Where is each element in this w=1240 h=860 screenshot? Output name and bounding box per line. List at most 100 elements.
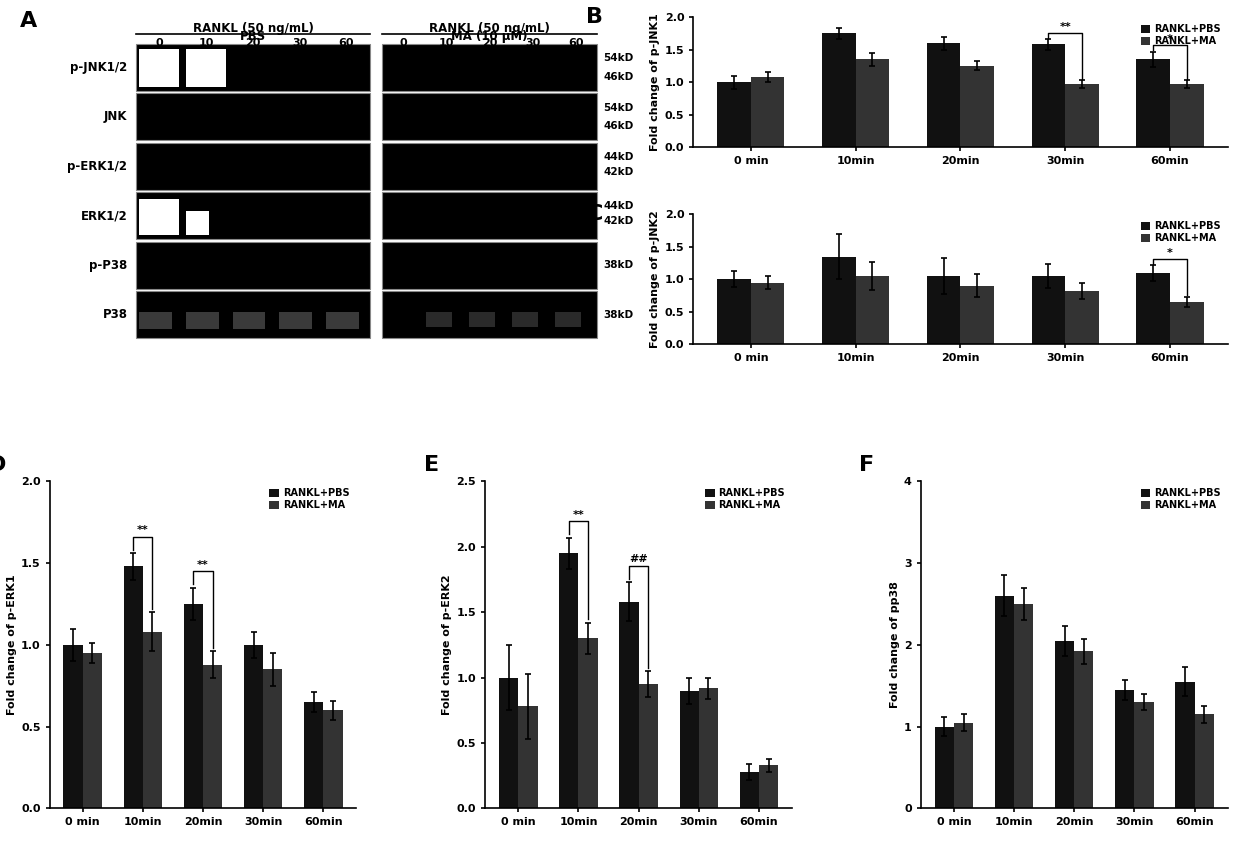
- Text: PBS: PBS: [241, 30, 267, 43]
- Bar: [699, 688, 718, 808]
- Text: 0: 0: [399, 39, 407, 48]
- Legend: RANKL+PBS, RANKL+MA: RANKL+PBS, RANKL+MA: [268, 486, 351, 513]
- Text: 10: 10: [439, 39, 454, 48]
- Bar: [186, 49, 226, 87]
- Bar: [1014, 604, 1033, 808]
- Bar: [518, 706, 538, 808]
- Text: **: **: [197, 560, 208, 569]
- Text: F: F: [859, 455, 874, 476]
- Text: D: D: [0, 455, 6, 476]
- Text: A: A: [20, 10, 37, 31]
- Bar: [718, 280, 751, 344]
- Text: **: **: [1059, 22, 1071, 32]
- Bar: [751, 77, 785, 147]
- Bar: [498, 678, 518, 808]
- Y-axis label: Fold change of p-ERK2: Fold change of p-ERK2: [443, 574, 453, 716]
- Bar: [427, 312, 451, 327]
- Bar: [961, 66, 994, 147]
- Text: **: **: [136, 525, 149, 536]
- Text: MA (10 μM): MA (10 μM): [451, 30, 528, 43]
- Bar: [994, 596, 1014, 808]
- Bar: [63, 645, 83, 808]
- Text: 38kD: 38kD: [603, 310, 634, 320]
- Bar: [1171, 302, 1204, 344]
- Bar: [382, 292, 598, 338]
- Bar: [186, 212, 210, 235]
- Text: E: E: [424, 455, 439, 476]
- Text: JNK: JNK: [104, 110, 128, 124]
- Bar: [139, 312, 172, 329]
- Bar: [1194, 715, 1214, 808]
- Text: 54kD: 54kD: [603, 102, 634, 113]
- Text: 42kD: 42kD: [603, 167, 634, 177]
- Bar: [326, 312, 358, 329]
- Legend: RANKL+PBS, RANKL+MA: RANKL+PBS, RANKL+MA: [703, 486, 787, 513]
- Text: 44kD: 44kD: [603, 152, 634, 162]
- Bar: [382, 193, 598, 239]
- Bar: [382, 94, 598, 140]
- Bar: [1032, 45, 1065, 147]
- Bar: [1115, 690, 1135, 808]
- Text: p-P38: p-P38: [89, 259, 128, 272]
- Text: 42kD: 42kD: [603, 217, 634, 226]
- Bar: [759, 765, 779, 808]
- Text: RANKL (50 ng/mL): RANKL (50 ng/mL): [192, 22, 314, 35]
- Text: 0: 0: [156, 39, 164, 48]
- Bar: [512, 312, 538, 327]
- Bar: [822, 34, 856, 147]
- Text: 10: 10: [198, 39, 215, 48]
- Bar: [578, 638, 598, 808]
- Bar: [619, 602, 639, 808]
- Bar: [136, 193, 370, 239]
- Text: B: B: [587, 7, 604, 27]
- Bar: [1176, 682, 1194, 808]
- Bar: [961, 286, 994, 344]
- Bar: [136, 292, 370, 338]
- Text: 38kD: 38kD: [603, 261, 634, 270]
- Bar: [856, 59, 889, 147]
- Text: 30: 30: [525, 39, 541, 48]
- Bar: [954, 722, 973, 808]
- Bar: [739, 771, 759, 808]
- Text: *: *: [1167, 34, 1173, 45]
- Text: **: **: [573, 510, 584, 519]
- Bar: [382, 44, 598, 91]
- Bar: [639, 685, 658, 808]
- Text: 60: 60: [568, 39, 583, 48]
- Bar: [139, 200, 179, 235]
- Bar: [1055, 641, 1074, 808]
- Bar: [304, 702, 324, 808]
- Bar: [928, 276, 961, 344]
- Legend: RANKL+PBS, RANKL+MA: RANKL+PBS, RANKL+MA: [1138, 22, 1223, 48]
- Text: 20: 20: [481, 39, 497, 48]
- Y-axis label: Fold change of p-ERK1: Fold change of p-ERK1: [6, 574, 17, 716]
- Bar: [136, 143, 370, 190]
- Bar: [139, 49, 179, 87]
- Bar: [928, 43, 961, 147]
- Bar: [382, 143, 598, 190]
- Text: C: C: [587, 204, 603, 224]
- Bar: [856, 276, 889, 344]
- Text: 46kD: 46kD: [603, 121, 634, 132]
- Bar: [279, 312, 312, 329]
- Text: 44kD: 44kD: [603, 201, 634, 212]
- Y-axis label: Fold change of p-JNK2: Fold change of p-JNK2: [651, 211, 661, 348]
- Bar: [186, 312, 218, 329]
- Text: 20: 20: [246, 39, 260, 48]
- Bar: [136, 242, 370, 289]
- Text: *: *: [1167, 248, 1173, 258]
- Bar: [382, 242, 598, 289]
- Bar: [718, 82, 751, 147]
- Bar: [1136, 59, 1171, 147]
- Bar: [233, 312, 265, 329]
- Text: p-JNK1/2: p-JNK1/2: [71, 61, 128, 74]
- Text: P38: P38: [103, 309, 128, 322]
- Bar: [1065, 291, 1099, 344]
- Text: 46kD: 46kD: [603, 72, 634, 82]
- Bar: [136, 94, 370, 140]
- Bar: [143, 632, 162, 808]
- Bar: [83, 653, 102, 808]
- Bar: [935, 727, 954, 808]
- Bar: [124, 567, 143, 808]
- Bar: [184, 604, 203, 808]
